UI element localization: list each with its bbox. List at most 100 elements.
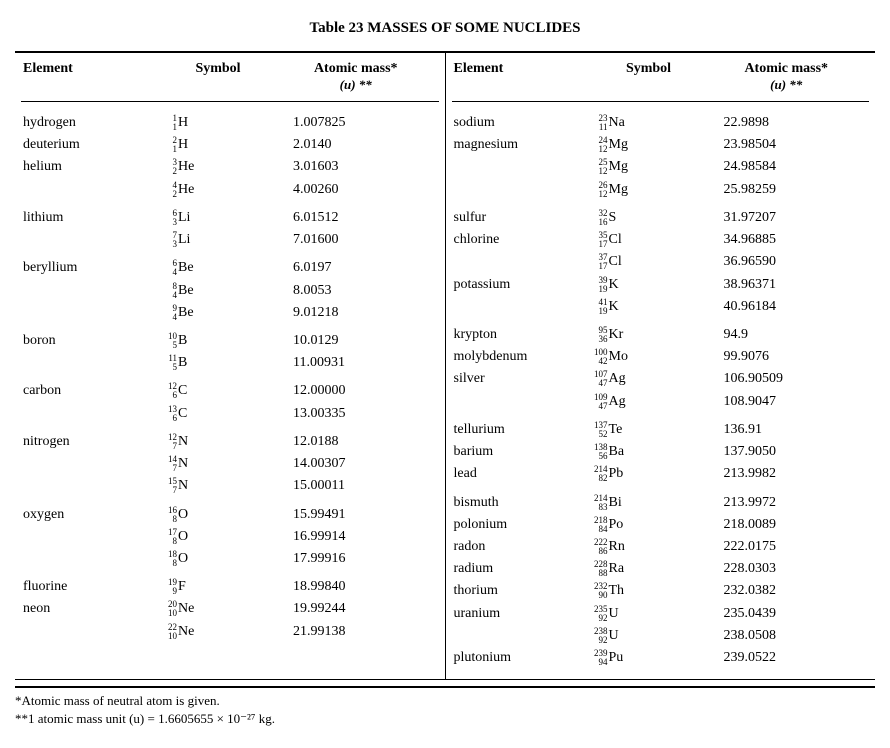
header-mass-l1: Atomic mass* (704, 61, 870, 77)
cell-mass: 31.97207 (704, 207, 870, 229)
cell-symbol: 136C (163, 403, 273, 425)
cell-mass: 4.00260 (273, 179, 439, 201)
element-symbol: N (178, 431, 188, 453)
cell-element: molybdenum (452, 346, 594, 368)
cell-mass: 11.00931 (273, 352, 439, 374)
mass-atomic-numbers: 2311 (594, 114, 608, 132)
mass-atomic-numbers: 4119 (594, 298, 608, 316)
cell-element: barium (452, 441, 594, 463)
mass-atomic-numbers: 2512 (594, 158, 608, 176)
cell-mass: 38.96371 (704, 274, 870, 296)
cell-element (21, 548, 163, 570)
cell-mass: 17.99916 (273, 548, 439, 570)
atomic-number: 82 (594, 474, 608, 483)
table-row: radon22286Rn222.0175 (452, 536, 870, 558)
header-mass: Atomic mass* (u) ** (273, 61, 439, 93)
cell-element (452, 625, 594, 647)
cell-symbol: 168O (163, 504, 273, 526)
atomic-number: 2 (163, 167, 177, 176)
table-row: 157N15.00011 (21, 475, 439, 497)
cell-symbol: 3919K (594, 274, 704, 296)
element-symbol: U (609, 625, 619, 647)
cell-mass: 6.0197 (273, 257, 439, 279)
nuclide-symbol: 23892U (594, 625, 619, 647)
cell-element: sodium (452, 112, 594, 134)
cell-symbol: 23592U (594, 603, 704, 625)
atomic-number: 8 (163, 515, 177, 524)
atomic-number: 3 (163, 218, 177, 227)
mass-atomic-numbers: 147 (163, 455, 177, 473)
atomic-number: 7 (163, 464, 177, 473)
cell-element: radon (452, 536, 594, 558)
cell-element: hydrogen (21, 112, 163, 134)
cell-mass: 23.98504 (704, 134, 870, 156)
mass-atomic-numbers: 126 (163, 382, 177, 400)
nuclide-symbol: 157N (163, 475, 188, 497)
nuclide-symbol: 63Li (163, 207, 190, 229)
cell-mass: 2.0140 (273, 134, 439, 156)
element-symbol: Ra (609, 558, 625, 580)
element-symbol: Cl (609, 251, 622, 273)
cell-element (452, 391, 594, 413)
cell-element (21, 453, 163, 475)
atomic-number: 12 (594, 167, 608, 176)
element-symbol: Te (609, 419, 623, 441)
nuclide-symbol: 105B (163, 330, 187, 352)
nuclide-symbol: 2210Ne (163, 621, 194, 643)
cell-symbol: 73Li (163, 229, 273, 251)
atomic-number: 17 (594, 262, 608, 271)
cell-symbol: 2612Mg (594, 179, 704, 201)
mass-atomic-numbers: 188 (163, 550, 177, 568)
atomic-number: 42 (594, 357, 608, 366)
cell-mass: 7.01600 (273, 229, 439, 251)
cell-symbol: 3517Cl (594, 229, 704, 251)
mass-atomic-numbers: 21 (163, 136, 177, 154)
table-row: lithium63Li6.01512 (21, 207, 439, 229)
header-element: Element (452, 61, 594, 93)
cell-mass: 1.007825 (273, 112, 439, 134)
cell-mass: 228.0303 (704, 558, 870, 580)
mass-atomic-numbers: 3216 (594, 209, 608, 227)
element-symbol: Th (609, 580, 625, 602)
cell-symbol: 147N (163, 453, 273, 475)
table-row: uranium23592U235.0439 (452, 603, 870, 625)
atomic-number: 90 (594, 591, 608, 600)
cell-element: bismuth (452, 492, 594, 514)
header-symbol: Symbol (163, 61, 273, 93)
cell-element: fluorine (21, 576, 163, 598)
cell-symbol: 84Be (163, 280, 273, 302)
nuclide-symbol: 10747Ag (594, 368, 626, 390)
cell-symbol: 23994Pu (594, 647, 704, 669)
element-symbol: H (178, 134, 188, 156)
table-title: Table 23 MASSES OF SOME NUCLIDES (15, 20, 875, 37)
element-symbol: Mg (609, 134, 628, 156)
mass-atomic-numbers: 3517 (594, 231, 608, 249)
cell-mass: 8.0053 (273, 280, 439, 302)
cell-element: chlorine (452, 229, 594, 251)
element-symbol: N (178, 453, 188, 475)
table-row: 42He 4.00260 (21, 179, 439, 201)
mass-atomic-numbers: 168 (163, 506, 177, 524)
nuclide-symbol: 22888Ra (594, 558, 625, 580)
mass-atomic-numbers: 22286 (594, 538, 608, 556)
nuclide-symbol: 42He (163, 179, 194, 201)
cell-symbol: 63Li (163, 207, 273, 229)
atomic-number: 10 (163, 609, 177, 618)
mass-atomic-numbers: 84 (163, 282, 177, 300)
table-row: neon2010Ne19.99244 (21, 598, 439, 620)
cell-element: potassium (452, 274, 594, 296)
nuclide-symbol: 21483Bi (594, 492, 622, 514)
header-symbol: Symbol (594, 61, 704, 93)
cell-symbol: 21884Po (594, 514, 704, 536)
cell-mass: 213.9972 (704, 492, 870, 514)
cell-mass: 3.01603 (273, 156, 439, 178)
atomic-number: 1 (163, 123, 177, 132)
cell-symbol: 2412Mg (594, 134, 704, 156)
atomic-number: 4 (163, 291, 177, 300)
cell-mass: 232.0382 (704, 580, 870, 602)
cell-symbol: 21H (163, 134, 273, 156)
cell-symbol: 42He (163, 179, 273, 201)
cell-mass: 34.96885 (704, 229, 870, 251)
cell-symbol: 32He (163, 156, 273, 178)
atomic-number: 94 (594, 658, 608, 667)
